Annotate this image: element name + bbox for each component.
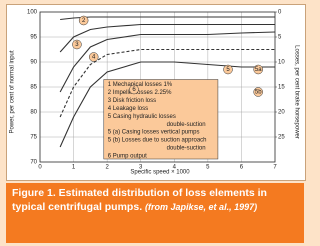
y-tick-label: 95 <box>30 35 37 41</box>
annotation-circle <box>253 64 263 75</box>
legend-line: 5 Casing hydraulic losses <box>108 114 176 120</box>
legend-line: 6 Pump output <box>108 154 147 160</box>
annotation-circle <box>78 15 89 26</box>
x-tick-label: 7 <box>273 165 277 171</box>
x-tick-label: 1 <box>72 165 76 171</box>
x-tick-label: 6 <box>240 165 244 171</box>
caption: Figure 1. Estimated distribution of loss… <box>6 183 304 243</box>
x-tick-label: 0 <box>38 165 42 171</box>
y2-tick-label: 15 <box>278 85 285 91</box>
loss-curve <box>59 23 275 53</box>
x-tick-label: 2 <box>105 165 109 171</box>
x-axis-label: Specific speed × 1000 <box>130 170 190 176</box>
legend-line: 1 Mechanical losses 1% <box>108 82 173 88</box>
y2-tick-label: 25 <box>278 135 285 141</box>
annotation-label: 6 <box>132 87 136 93</box>
plot-frame <box>39 11 276 163</box>
caption-source: (from Japikse, et al., 1997) <box>145 202 258 212</box>
annotation-circle <box>223 64 233 75</box>
y-tick-label: 70 <box>30 160 37 166</box>
y-tick-label: 100 <box>27 10 38 16</box>
annotation-circle <box>253 87 263 97</box>
x-tick-label: 4 <box>173 165 177 171</box>
y-axis-label: Power, per cent of normal input <box>10 50 16 133</box>
legend-line: 4 Leakage loss <box>108 106 148 112</box>
x-tick-label: 3 <box>139 165 143 171</box>
y2-tick-label: 0 <box>278 10 282 16</box>
legend-line: 3 Disk friction loss <box>108 98 156 104</box>
annotation-label: 4 <box>92 55 96 61</box>
chart: Power, per cent of normal input Losses, … <box>10 10 300 176</box>
x-tick-label: 5 <box>206 165 210 171</box>
caption-text: Figure 1. Estimated distribution of loss… <box>12 187 267 213</box>
legend-line: double-suction <box>167 122 206 128</box>
y-tick-label: 80 <box>30 110 37 116</box>
y2-tick-label: 10 <box>278 60 285 66</box>
annotation-label: 3 <box>75 42 79 48</box>
y2-axis-label: Losses, per cent brake horsepower <box>293 45 299 139</box>
annotation-circle <box>129 84 139 95</box>
legend-line: double-suction <box>167 146 206 152</box>
page: Power, per cent of normal input Losses, … <box>6 4 306 243</box>
annotation-label: 5b <box>255 90 262 96</box>
loss-curve <box>59 31 276 93</box>
legend-line: 5 (b) Losses due to suction approach <box>108 138 207 144</box>
y-tick-label: 75 <box>30 135 37 141</box>
legend-line: 5 (a) Casing losses vertical pumps <box>108 130 200 136</box>
annotation-circle <box>88 52 99 62</box>
y-tick-label: 90 <box>30 60 37 66</box>
legend-box <box>103 79 219 160</box>
legend-line: 2 Impeller losses 2.25% <box>108 90 172 96</box>
y2-tick-label: 20 <box>278 110 285 116</box>
annotation-label: 5a <box>255 67 262 73</box>
y2-tick-label: 5 <box>278 35 282 41</box>
loss-curve <box>60 16 275 21</box>
annotation-circle <box>72 39 82 50</box>
y-tick-label: 85 <box>30 85 37 91</box>
annotation-label: 2 <box>82 18 86 24</box>
annotation-label: 5 <box>226 67 230 73</box>
loss-curve <box>59 48 275 118</box>
